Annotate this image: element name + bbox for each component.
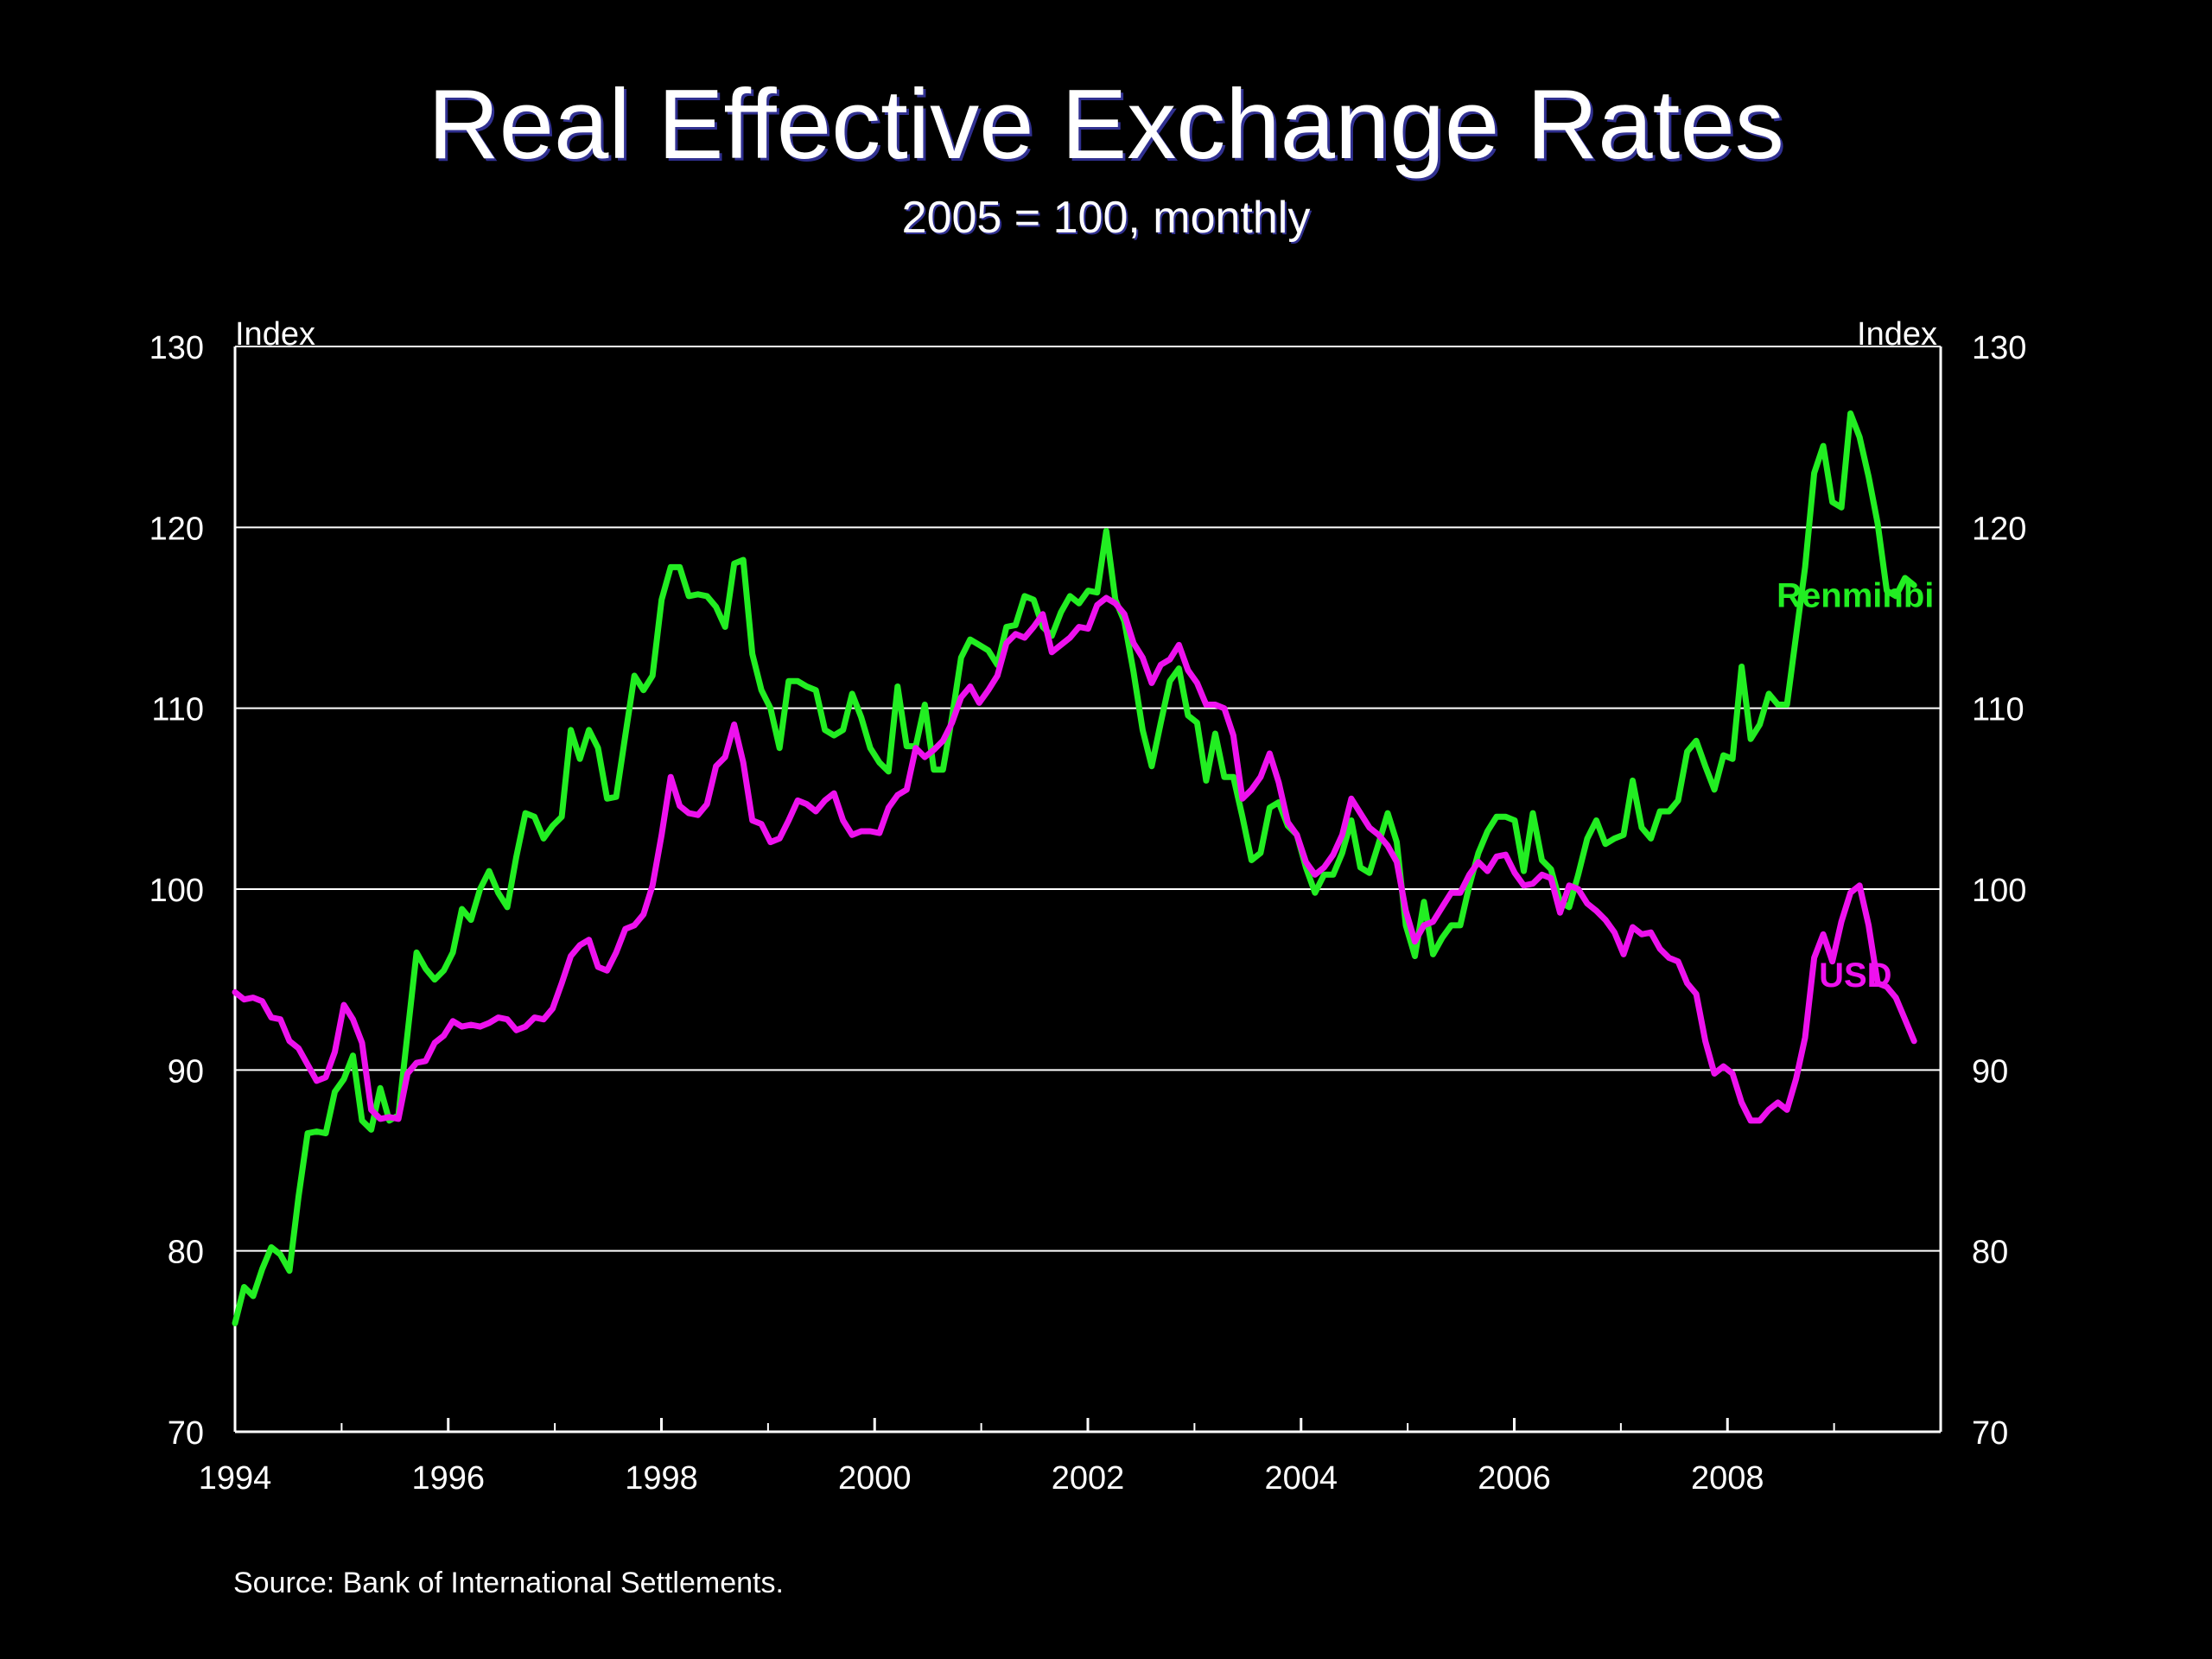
series-line-usd (232, 594, 1917, 1124)
series-label-renminbi: Renminbi (1777, 576, 1934, 614)
y-tick-label-right: 130 (1972, 330, 2026, 366)
x-tick-label: 1994 (199, 1460, 272, 1497)
chart-grid (235, 346, 1941, 1433)
y-axis-label-right: Index (1857, 316, 1937, 353)
y-tick-label-left: 110 (151, 692, 204, 728)
y-tick-label-left: 90 (168, 1053, 204, 1090)
x-tick-label: 2004 (1264, 1460, 1338, 1497)
chart-axes (233, 346, 1942, 1433)
y-tick-label-right: 70 (1972, 1415, 2008, 1452)
y-tick-label-left: 70 (168, 1415, 204, 1452)
y-tick-label-left: 80 (168, 1235, 204, 1271)
y-tick-label-right: 110 (1972, 692, 2024, 728)
source-note: Source: Bank of International Settlement… (233, 1567, 784, 1599)
y-tick-label-right: 120 (1972, 511, 2026, 547)
x-tick-label: 2006 (1478, 1460, 1551, 1497)
chart-series (232, 410, 1917, 1326)
y-axis-label-left: Index (235, 316, 315, 353)
y-tick-label-right: 100 (1972, 873, 2026, 909)
x-tick-label: 2002 (1052, 1460, 1125, 1497)
y-tick-label-right: 90 (1972, 1053, 2008, 1090)
series-line-renminbi (232, 410, 1917, 1326)
chart-labels: 70 80 90 100 110 120 130 70 80 90 100 110 120 130 1994… (149, 316, 2027, 1497)
y-tick-label-left: 130 (149, 330, 204, 366)
x-tick-label: 1998 (625, 1460, 698, 1497)
page-title: Real Effective Exchange Rates (428, 70, 1784, 180)
series-label-usd: USD (1819, 957, 1891, 995)
y-tick-label-left: 100 (149, 873, 204, 909)
x-tick-label: 2008 (1691, 1460, 1764, 1497)
x-tick-label: 2000 (838, 1460, 912, 1497)
x-tick-label: 1996 (411, 1460, 485, 1497)
y-tick-label-left: 120 (149, 511, 204, 547)
y-tick-label-right: 80 (1972, 1235, 2008, 1271)
page-subtitle: 2005 = 100, monthly (901, 193, 1311, 243)
